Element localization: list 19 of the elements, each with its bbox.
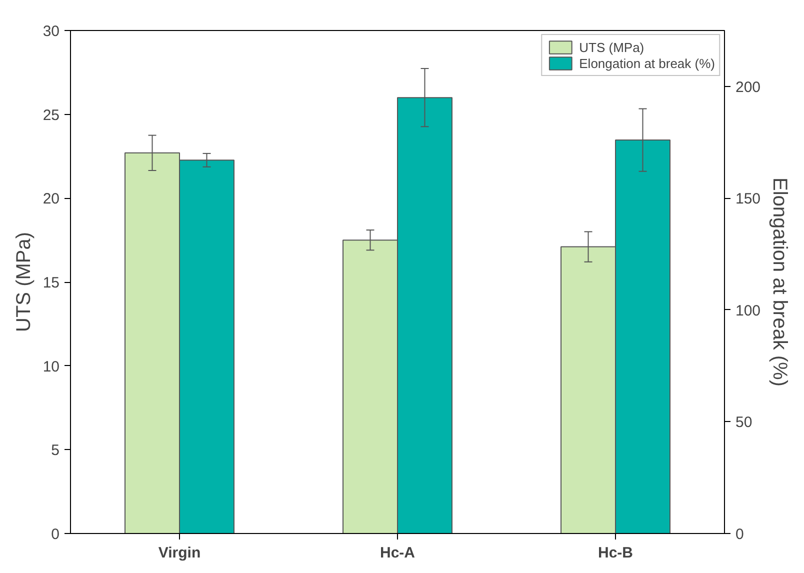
x-tick-label: Hc-B <box>598 544 634 562</box>
y2-tick-label: 200 <box>736 78 761 96</box>
y2-tick-label: 50 <box>736 414 752 432</box>
y-tick-label: 20 <box>42 190 60 208</box>
y2-tick-label: 100 <box>736 302 761 320</box>
y-tick-label: 0 <box>51 526 60 543</box>
x-tick-label: Hc-A <box>380 544 416 562</box>
y2-tick-label: 150 <box>736 190 761 208</box>
y-tick-label: 10 <box>42 358 60 376</box>
y2-axis-title: Elongation at break (%) <box>768 178 791 387</box>
x-tick-label: Virgin <box>158 544 201 562</box>
y-tick-label: 30 <box>42 23 60 40</box>
legend-label: Elongation at break (%) <box>579 56 715 70</box>
y-tick-label: 25 <box>42 106 60 124</box>
y-tick-label: 15 <box>42 274 60 292</box>
y-axis-title: UTS (MPa) <box>12 232 35 332</box>
y-tick-label: 5 <box>51 442 60 460</box>
legend-label: UTS (MPa) <box>579 40 644 54</box>
y2-tick-label: 0 <box>736 526 744 543</box>
